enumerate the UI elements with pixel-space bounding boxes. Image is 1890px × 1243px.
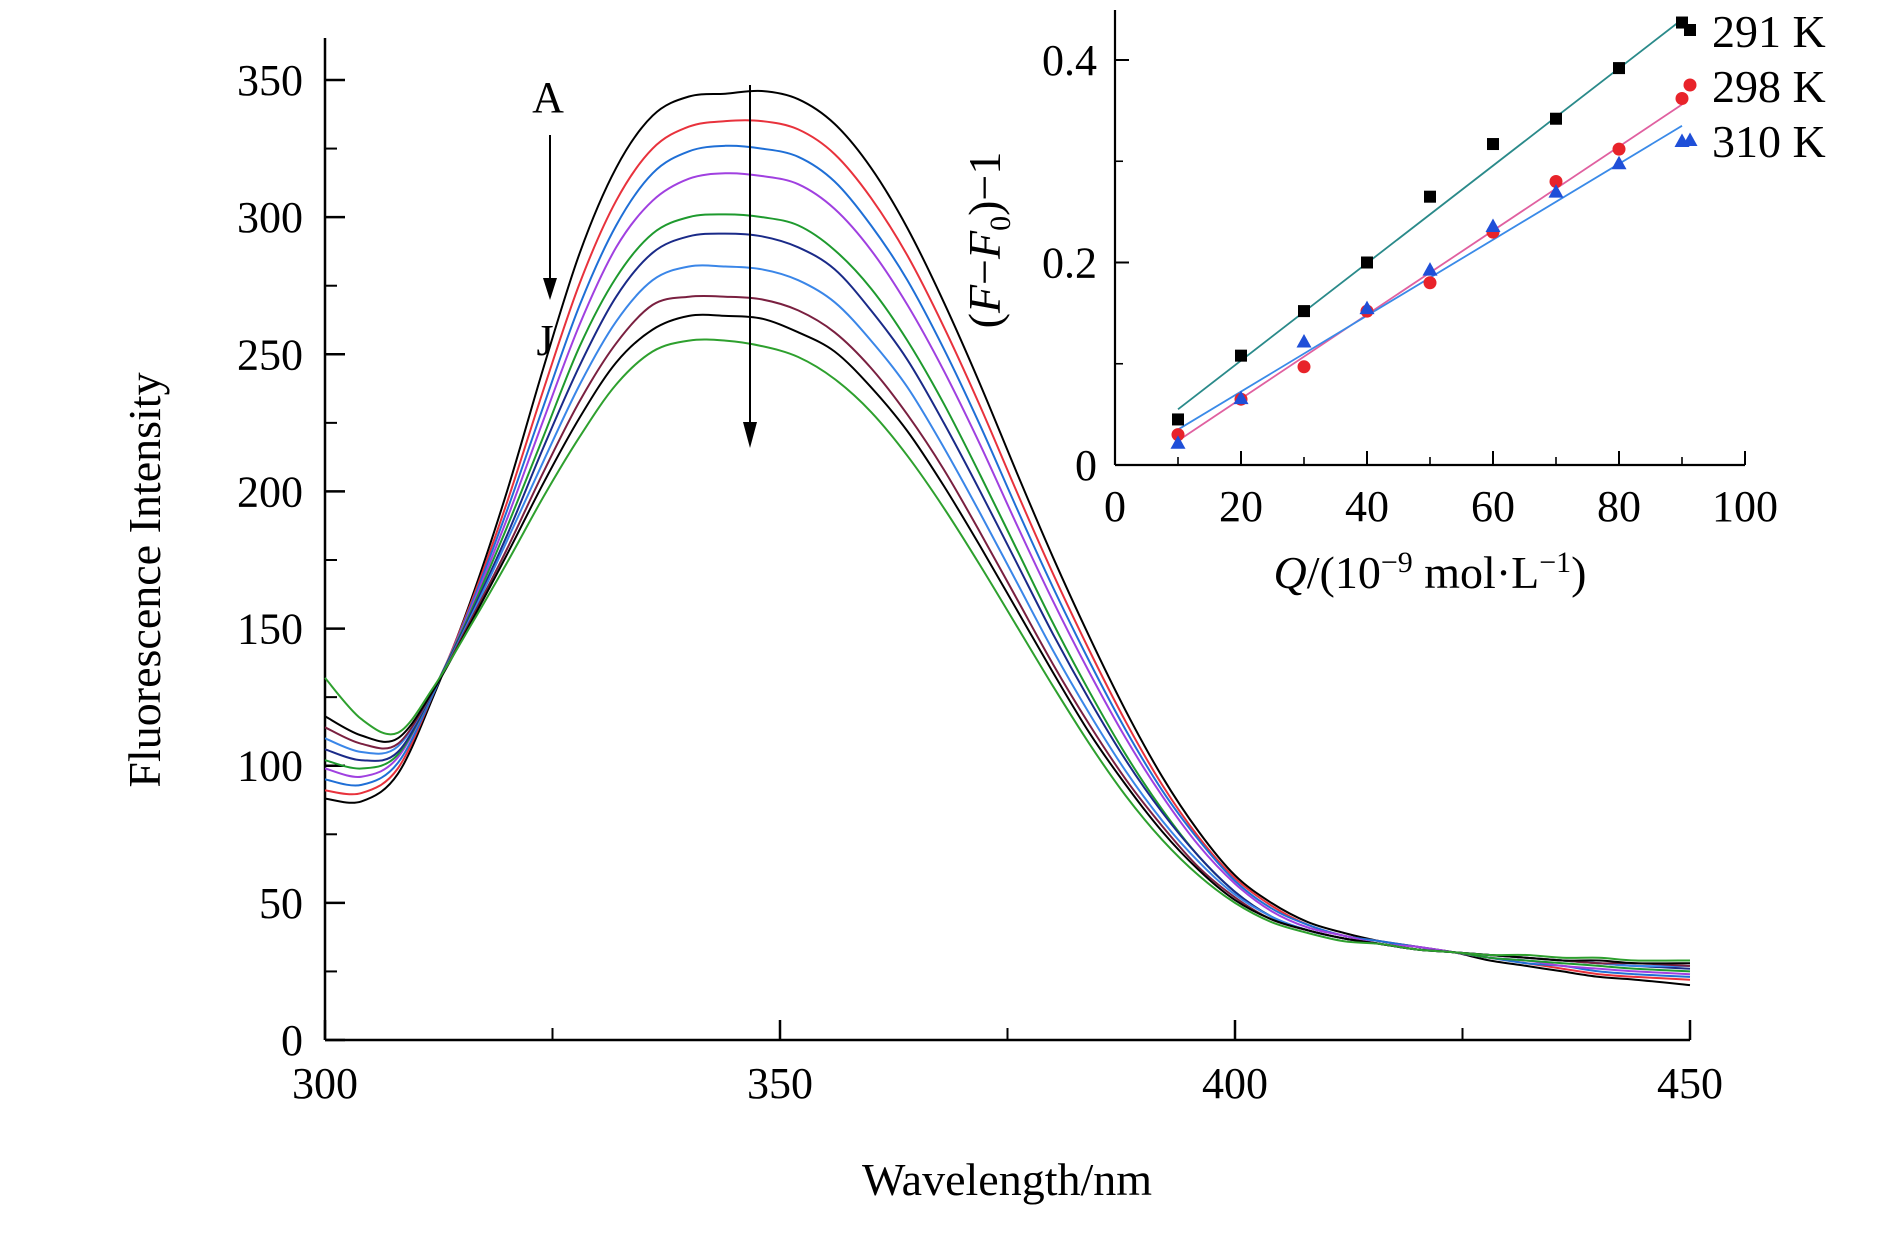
main-x-axis-title: Wavelength/nm: [862, 1154, 1152, 1205]
main-y-tick-label: 50: [259, 879, 303, 928]
data-point-310k: [1548, 184, 1564, 198]
main-y-tick-label: 250: [237, 330, 303, 379]
annotation-arrow-a-j-head: [543, 278, 557, 300]
data-point-310k: [1170, 435, 1186, 449]
inset-x-tick-label: 100: [1712, 482, 1778, 531]
inset-y-tick-label: 0.2: [1042, 239, 1097, 288]
data-point-310k: [1359, 300, 1375, 315]
data-point-298k: [1675, 91, 1689, 105]
legend-marker-298k: [1683, 78, 1697, 92]
data-point-291k: [1172, 413, 1184, 426]
inset-x-tick-label: 60: [1471, 482, 1515, 531]
data-point-310k: [1296, 333, 1312, 348]
inset-ticks: 0 20 40 60 80 100 0 0.2 0.4: [1042, 36, 1778, 531]
spectrum-line-d: [324, 172, 1691, 976]
inset-y-axis-title: (F−F0)−1: [959, 152, 1017, 329]
legend-label-291k: 291 K: [1712, 6, 1826, 57]
main-x-tick-label: 350: [747, 1059, 813, 1108]
inset-y-tick-label: 0: [1075, 441, 1097, 490]
data-point-298k: [1612, 142, 1626, 156]
data-point-291k: [1361, 256, 1373, 269]
main-x-tick-label: 400: [1202, 1059, 1268, 1108]
data-point-291k: [1298, 305, 1310, 318]
data-point-291k: [1424, 190, 1436, 203]
main-series-lines: [324, 89, 1691, 987]
legend-marker-310k: [1682, 132, 1698, 146]
data-point-291k: [1613, 62, 1625, 75]
inset-x-tick-label: 20: [1219, 482, 1263, 531]
quench-arrow-head: [743, 422, 757, 448]
main-y-axis-title: Fluorescence Intensity: [119, 372, 170, 787]
legend-label-310k: 310 K: [1712, 116, 1826, 167]
inset-data-points: [1170, 16, 1690, 449]
legend-label-298k: 298 K: [1712, 61, 1826, 112]
inset-x-tick-label: 40: [1345, 482, 1389, 531]
inset-y-tick-label: 0.4: [1042, 36, 1097, 85]
annotation-start-label: A: [532, 73, 564, 122]
data-point-298k: [1549, 175, 1563, 188]
inset-x-tick-label: 80: [1597, 482, 1641, 531]
fit-line-291k: [1177, 18, 1683, 411]
data-point-291k: [1487, 138, 1499, 151]
main-y-tick-label: 200: [237, 467, 303, 516]
data-point-298k: [1171, 428, 1185, 442]
main-y-tick-label: 300: [237, 193, 303, 242]
data-point-291k: [1550, 112, 1562, 125]
main-x-tick-label: 300: [292, 1059, 358, 1108]
inset-background: [1095, 10, 1745, 470]
data-point-310k: [1422, 262, 1438, 276]
annotation-end-label: J: [536, 316, 553, 365]
data-point-298k: [1423, 276, 1437, 290]
spectrum-line-j: [324, 338, 1691, 962]
main-x-tick-label: 450: [1657, 1059, 1723, 1108]
legend-marker-291k: [1684, 24, 1696, 36]
main-y-tick-label: 150: [237, 605, 303, 654]
data-point-291k: [1235, 349, 1247, 362]
main-y-tick-label: 350: [237, 56, 303, 105]
inset-x-tick-label: 0: [1104, 482, 1126, 531]
data-point-310k: [1233, 390, 1249, 405]
main-y-tick-label: 0: [281, 1016, 303, 1065]
data-point-298k: [1297, 360, 1311, 374]
inset-x-axis-title: Q/(10−9 mol·L−1): [1274, 546, 1587, 598]
data-point-310k: [1611, 155, 1627, 170]
main-y-tick-label: 100: [237, 742, 303, 791]
data-point-310k: [1485, 218, 1501, 233]
